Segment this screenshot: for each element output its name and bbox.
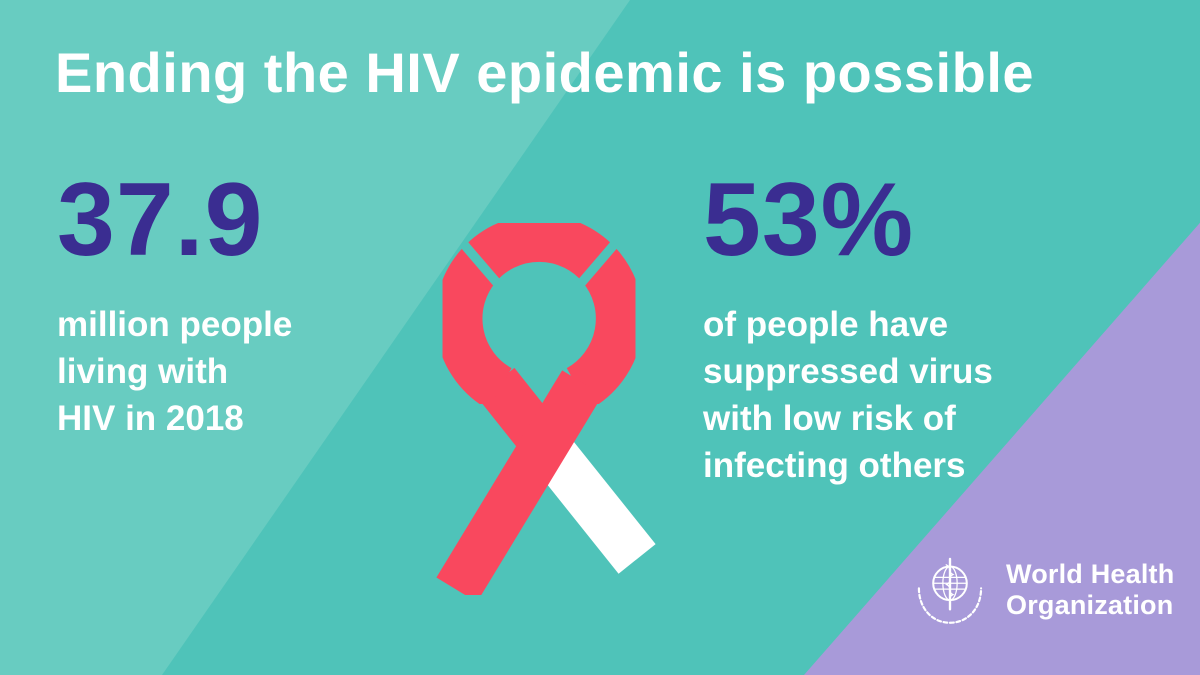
org-name-line-2: Organization — [1006, 590, 1174, 620]
who-emblem-icon — [917, 557, 983, 624]
org-name-line-1: World Health — [1006, 558, 1175, 589]
stat-right-line-4: infecting others — [703, 445, 966, 485]
stat-left-value: 37.9 — [57, 162, 264, 278]
stat-right-value: 53% — [703, 162, 915, 278]
stat-left-line-1: million people — [57, 305, 293, 344]
stat-right-line-2: suppressed virus — [703, 351, 993, 391]
stat-left-line-3: HIV in 2018 — [57, 398, 244, 438]
aids-ribbon-icon — [435, 214, 656, 595]
who-logo: World Health Organization — [908, 548, 1174, 632]
stat-right-line-3: with low risk of — [703, 398, 956, 438]
stat-right: 53% of people have suppressed virus with… — [703, 168, 993, 490]
stat-left-line-2: living with — [57, 351, 229, 391]
stat-left-description: million people living with HIV in 2018 — [57, 302, 292, 443]
org-name: World Health Organization — [1006, 559, 1174, 621]
stat-left: 37.9 million people living with HIV in 2… — [57, 168, 292, 443]
page-title: Ending the HIV epidemic is possible — [55, 41, 1035, 104]
stat-right-description: of people have suppressed virus with low… — [703, 302, 993, 490]
stat-right-line-1: of people have — [703, 305, 949, 344]
